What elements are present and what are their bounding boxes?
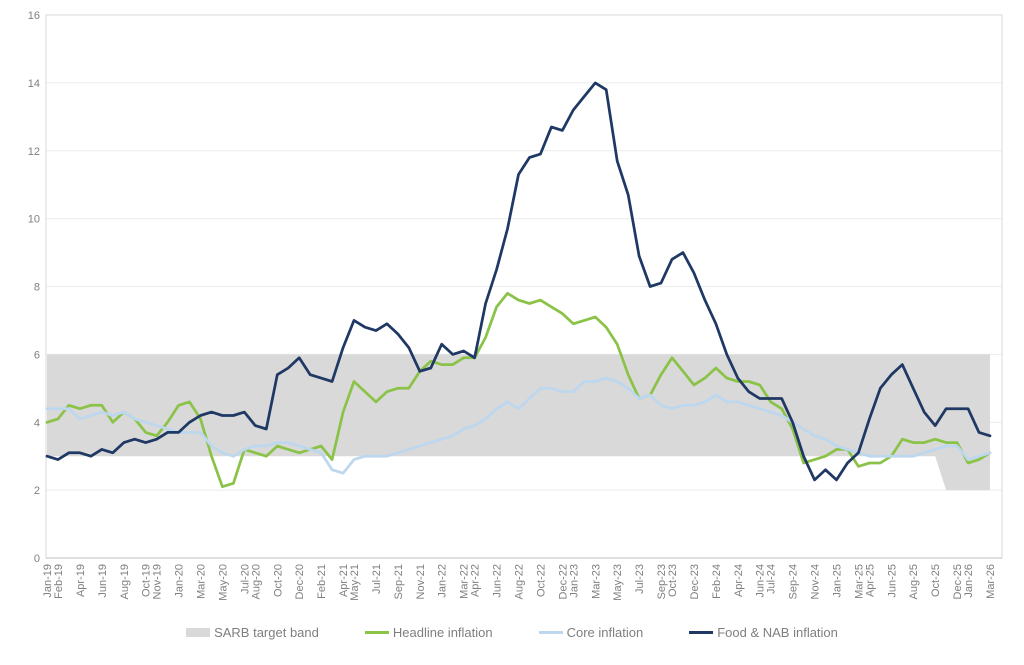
x-axis-label: May-23 (612, 564, 624, 601)
x-axis-label: Jan-19 (42, 564, 54, 598)
legend-label: SARB target band (214, 625, 319, 640)
x-axis-label: Nov-19 (152, 564, 164, 599)
x-axis-label: Apr-25 (864, 564, 876, 597)
x-axis-label: Apr-21 (338, 564, 350, 597)
x-axis-label: Jun-22 (492, 564, 504, 598)
x-axis-label: Oct-23 (667, 564, 679, 597)
y-axis-label: 6 (34, 349, 40, 361)
headline-inflation-line (45, 291, 992, 489)
x-axis-label: Jan-26 (963, 564, 975, 598)
x-axis-label: Aug-22 (514, 564, 526, 599)
x-axis-label: Oct-22 (535, 564, 547, 597)
x-axis-label: Jun-25 (886, 564, 898, 598)
x-axis-label: Aug-20 (250, 564, 262, 599)
y-axis-label: 2 (34, 485, 40, 497)
x-axis-label: Jul-20 (239, 564, 251, 594)
x-axis-label: Nov-24 (810, 564, 822, 599)
x-axis-label: Apr-24 (733, 564, 745, 597)
x-axis-label: Jun-19 (97, 564, 109, 598)
y-axis-label: 16 (28, 10, 40, 22)
x-axis-label: Jun-24 (755, 564, 767, 598)
x-axis-label: Jan-20 (174, 564, 186, 598)
y-axis-label: 10 (28, 214, 40, 226)
x-axis-label: Dec-25 (952, 564, 964, 599)
x-axis-label: Apr-22 (470, 564, 482, 597)
legend-item-headline-inflation: Headline inflation (364, 625, 493, 640)
y-axis-label: 8 (34, 282, 40, 294)
sarb-target-band-area (47, 354, 990, 491)
x-axis-label: Sep-24 (788, 564, 800, 599)
x-axis-label: Feb-24 (711, 564, 723, 599)
x-axis-label: Sep-23 (656, 564, 668, 599)
y-axis-label: 12 (28, 146, 40, 158)
x-axis-label: Mar-22 (459, 564, 471, 599)
x-axis-label: Mar-26 (985, 564, 997, 599)
x-axis-label: May-21 (349, 564, 361, 601)
legend-label: Food & NAB inflation (717, 625, 838, 640)
x-axis-label: Jul-21 (371, 564, 383, 594)
x-axis-label: Jan-25 (831, 564, 843, 598)
x-axis-label: Nov-21 (415, 564, 427, 599)
core-inflation-line (45, 376, 992, 475)
legend-label: Headline inflation (392, 625, 493, 640)
x-axis-label: Mar-23 (590, 564, 602, 599)
y-axis-label: 0 (34, 553, 40, 565)
legend-item-sarb-target-band: SARB target band (186, 625, 319, 640)
legend-item-food-nab-inflation: Food & NAB inflation (689, 625, 838, 640)
y-axis-label: 4 (34, 417, 40, 429)
legend-label: Core inflation (566, 625, 644, 640)
x-axis-label: Mar-25 (853, 564, 865, 599)
x-axis-label: Feb-19 (53, 564, 65, 599)
x-axis-label: Oct-25 (930, 564, 942, 597)
headline-inflation-swatch-icon (364, 631, 389, 634)
x-axis-label: Apr-19 (75, 564, 87, 597)
x-axis-label: May-20 (217, 564, 229, 601)
food-nab-inflation-swatch-icon (689, 631, 714, 634)
legend-item-core-inflation: Core inflation (538, 625, 644, 640)
x-axis-label: Aug-19 (119, 564, 131, 599)
x-axis-label: Dec-23 (689, 564, 701, 599)
y-axis-label: 14 (28, 78, 40, 90)
x-axis-label: Sep-21 (393, 564, 405, 599)
x-axis-label: Aug-25 (908, 564, 920, 599)
food-nab-inflation-line (45, 81, 992, 482)
x-axis-label: Mar-20 (196, 564, 208, 599)
x-axis-label: Jan-22 (437, 564, 449, 598)
chart-legend: SARB target band Headline inflation Core i… (0, 625, 1024, 640)
x-axis-label: Jul-23 (634, 564, 646, 594)
x-axis-label: Oct-20 (272, 564, 284, 597)
core-inflation-swatch-icon (538, 631, 563, 634)
x-axis-label: Dec-20 (294, 564, 306, 599)
x-axis-label: Jul-24 (766, 564, 778, 594)
x-axis-label: Feb-21 (316, 564, 328, 599)
sarb-target-band-swatch-icon (186, 628, 211, 637)
x-axis-label: Dec-22 (557, 564, 569, 599)
x-axis-label: Jan-23 (568, 564, 580, 598)
x-axis-label: Oct-19 (141, 564, 153, 597)
